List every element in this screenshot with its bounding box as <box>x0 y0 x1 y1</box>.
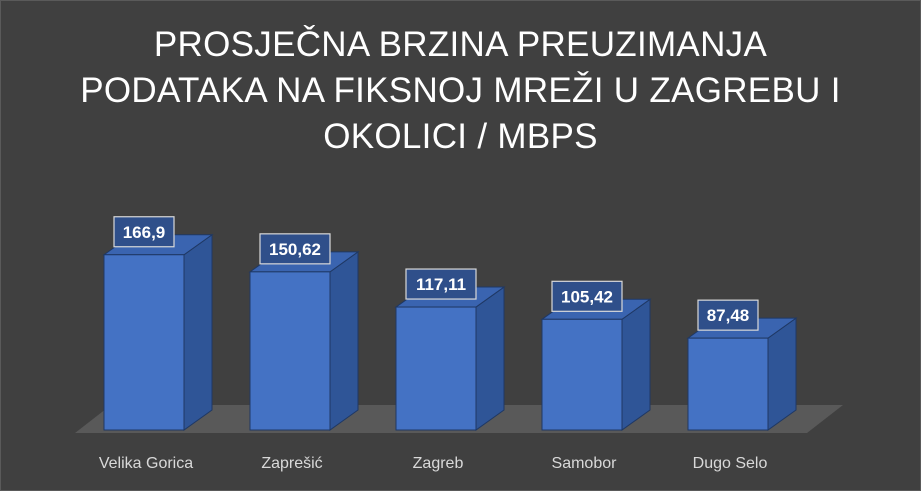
data-label-box-2 <box>405 268 477 300</box>
data-label-2: 117,11 <box>416 275 466 294</box>
x-tick-label-3: Samobor <box>552 455 618 472</box>
bar-0 <box>103 254 185 431</box>
bar-side-1 <box>329 250 359 431</box>
bar-side-3 <box>621 298 651 431</box>
bar-1 <box>249 271 331 431</box>
chart-title-line-3: OKOLICI / MBPS <box>323 117 598 156</box>
bar-3 <box>541 318 623 431</box>
data-label-box-1 <box>259 233 331 265</box>
data-label-1: 150,62 <box>269 240 321 259</box>
data-label-0: 166,9 <box>123 223 166 242</box>
chart-title-line-2: PODATAKA NA FIKSNOJ MREŽI U ZAGREBU I <box>80 71 841 110</box>
bar-side-2 <box>475 286 505 431</box>
bar-side-0 <box>183 233 213 431</box>
bar-2 <box>395 306 477 431</box>
data-label-box-4 <box>697 299 759 331</box>
data-label-4: 87,48 <box>707 306 750 325</box>
data-label-3: 105,42 <box>561 287 613 306</box>
x-tick-label-0: Velika Gorica <box>99 455 193 472</box>
x-tick-label-1: Zaprešić <box>261 455 322 472</box>
chart-title-line-1: PROSJEČNA BRZINA PREUZIMANJA <box>153 25 768 64</box>
bar-4 <box>687 337 769 431</box>
data-label-box-0 <box>113 216 175 248</box>
chart-title: PROSJEČNA BRZINA PREUZIMANJA PODATAKA NA… <box>0 22 921 160</box>
data-label-box-3 <box>551 280 623 312</box>
x-tick-label-2: Zagreb <box>413 455 464 472</box>
x-tick-label-4: Dugo Selo <box>693 455 768 472</box>
